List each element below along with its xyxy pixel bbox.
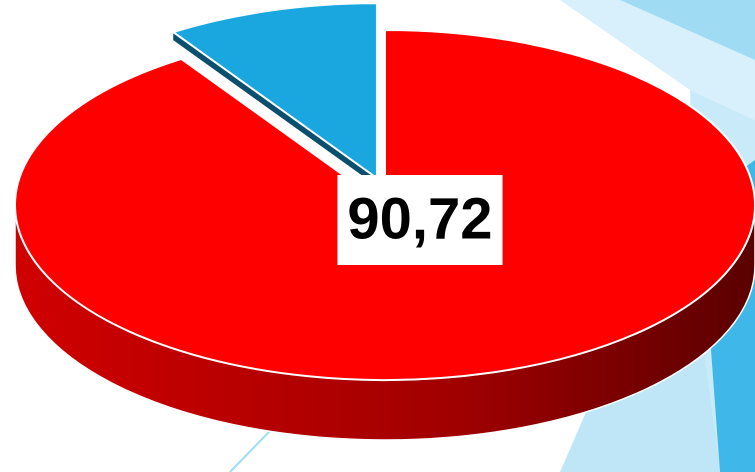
- slice-edge: [173, 32, 377, 187]
- pie: 90,72: [14, 2, 755, 441]
- value-label-box: [337, 175, 503, 265]
- value-label: 90,72: [347, 186, 492, 251]
- slice: [171, 2, 378, 181]
